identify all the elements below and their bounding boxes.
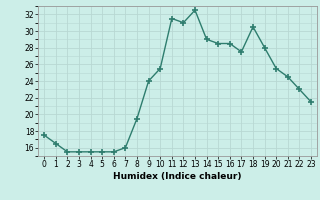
X-axis label: Humidex (Indice chaleur): Humidex (Indice chaleur)	[113, 172, 242, 181]
